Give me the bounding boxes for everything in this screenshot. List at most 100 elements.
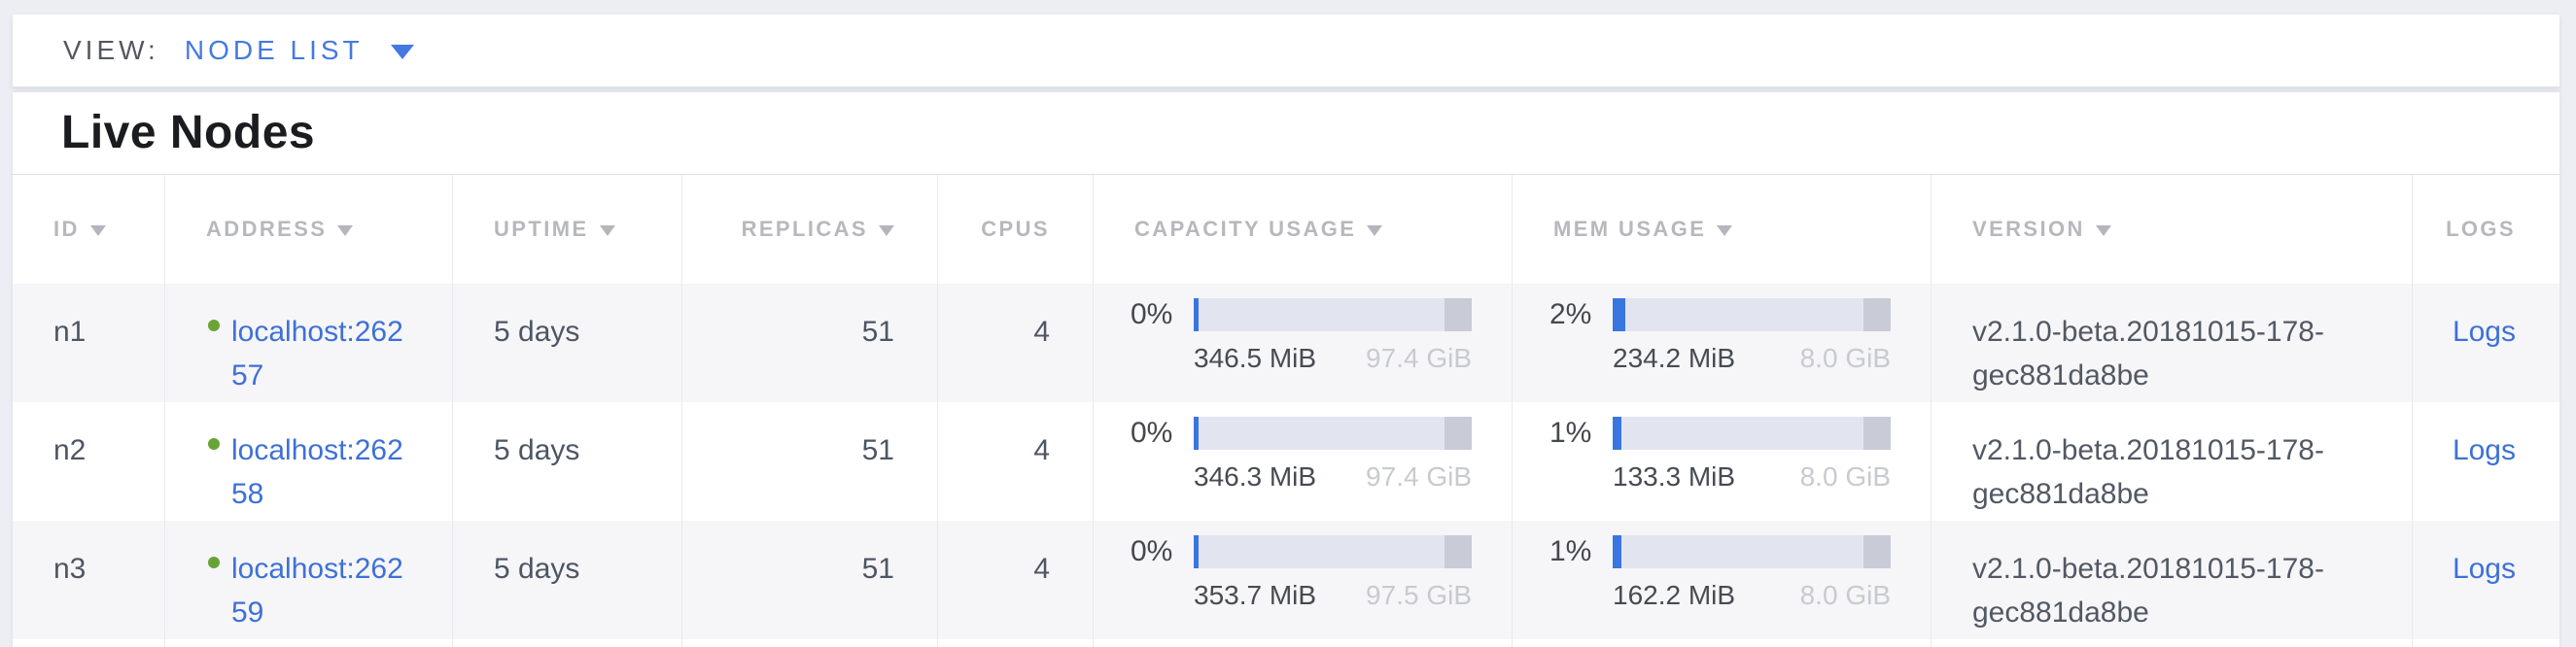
node-live-status-icon (208, 557, 220, 568)
capacity-used-value: 346.3 MiB (1194, 461, 1317, 492)
capacity-total-value: 97.4 GiB (1366, 461, 1472, 492)
sort-arrow-icon (599, 224, 615, 236)
node-uptime-cell: 5 days (452, 402, 681, 521)
mem-bar-reserved (1863, 298, 1891, 331)
table-row (13, 639, 2559, 647)
node-uptime-cell: 5 days (452, 284, 681, 402)
mem-bar-reserved (1863, 417, 1891, 450)
column-header-cpus: CPUS (937, 175, 1093, 284)
version-text: v2.1.0-beta.20181015-178-gec881da8be (1972, 434, 2324, 510)
column-header-id[interactable]: ID (13, 175, 164, 284)
capacity-bar-fill (1194, 298, 1199, 331)
node-replicas-cell: 51 (681, 284, 937, 402)
sort-arrow-icon (879, 224, 894, 236)
mem-percent: 2% (1549, 298, 1592, 330)
mem-total-value: 8.0 GiB (1799, 343, 1891, 373)
mem-percent: 1% (1549, 535, 1592, 567)
sort-arrow-icon (89, 224, 106, 236)
mem-bar-fill (1613, 417, 1621, 450)
capacity-used-value: 346.5 MiB (1194, 343, 1317, 373)
version-text: v2.1.0-beta.20181015-178-gec881da8be (1972, 316, 2324, 392)
node-version-cell: v2.1.0-beta.20181015-178-gec881da8be (1931, 402, 2412, 521)
capacity-percent: 0% (1131, 298, 1173, 330)
node-replicas-cell: 51 (681, 521, 937, 639)
capacity-bar-fill (1194, 417, 1199, 450)
mem-total-value: 8.0 GiB (1799, 580, 1891, 610)
sort-arrow-icon (2095, 224, 2111, 236)
node-logs-cell: Logs (2412, 284, 2559, 402)
mem-usage-bar (1613, 535, 1891, 568)
mem-used-value: 234.2 MiB (1613, 343, 1736, 373)
node-logs-cell: Logs (2412, 521, 2559, 639)
capacity-usage-bar (1194, 417, 1472, 450)
mem-usage-cell: 2% 234.2 MiB 8.0 GiB (1512, 284, 1931, 402)
mem-bar-fill (1613, 535, 1621, 568)
mem-used-value: 162.2 MiB (1613, 580, 1736, 610)
column-header-capacity-usage[interactable]: CAPACITY USAGE (1093, 175, 1512, 284)
capacity-bar-fill (1194, 535, 1199, 568)
column-header-logs: LOGS (2412, 175, 2559, 284)
logs-link[interactable]: Logs (2452, 434, 2516, 466)
view-selected-value: NODE LIST (184, 35, 364, 65)
nodes-table: ID ADDRESS UPTIME REPLICAS CPUS (13, 174, 2559, 647)
node-version-cell: v2.1.0-beta.20181015-178-gec881da8be (1931, 521, 2412, 639)
table-row: n3 localhost:26259 5 days 51 4 0% (13, 521, 2559, 639)
capacity-used-value: 353.7 MiB (1194, 580, 1317, 610)
node-address-cell: localhost:26259 (164, 521, 452, 639)
table-header-row: ID ADDRESS UPTIME REPLICAS CPUS (13, 175, 2559, 284)
capacity-bar-reserved (1445, 535, 1472, 568)
column-header-uptime[interactable]: UPTIME (452, 175, 681, 284)
logs-link[interactable]: Logs (2452, 553, 2516, 585)
dropdown-arrow-icon (390, 45, 414, 59)
mem-usage-cell: 1% 133.3 MiB 8.0 GiB (1512, 402, 1931, 521)
node-live-status-icon (208, 438, 220, 450)
live-nodes-card: Live Nodes ID ADDRESS UPTIME REPLICAS (13, 92, 2559, 647)
node-address-link[interactable]: localhost:26258 (231, 434, 403, 510)
capacity-percent: 0% (1131, 535, 1173, 567)
capacity-bar-reserved (1445, 298, 1472, 331)
capacity-total-value: 97.4 GiB (1366, 343, 1472, 373)
table-row: n2 localhost:26258 5 days 51 4 0% (13, 402, 2559, 521)
capacity-total-value: 97.5 GiB (1366, 580, 1472, 610)
sort-arrow-icon (337, 224, 354, 236)
node-address-link[interactable]: localhost:26259 (231, 553, 403, 629)
capacity-usage-cell: 0% 346.5 MiB 97.4 GiB (1093, 284, 1512, 402)
node-address-cell: localhost:26258 (164, 402, 452, 521)
mem-usage-bar (1613, 298, 1891, 331)
node-replicas-cell: 51 (681, 402, 937, 521)
view-bar: VIEW: NODE LIST (13, 15, 2559, 87)
column-header-replicas[interactable]: REPLICAS (681, 175, 937, 284)
node-uptime-cell: 5 days (452, 521, 681, 639)
node-cpus-cell: 4 (937, 402, 1093, 521)
node-id-cell: n2 (53, 434, 87, 466)
node-address-cell: localhost:26257 (164, 284, 452, 402)
view-selector-dropdown[interactable]: NODE LIST (185, 35, 414, 66)
column-header-mem-usage[interactable]: MEM USAGE (1512, 175, 1931, 284)
mem-percent: 1% (1549, 417, 1592, 449)
logs-link[interactable]: Logs (2452, 316, 2516, 348)
sort-arrow-icon (1717, 224, 1733, 236)
column-header-address[interactable]: ADDRESS (164, 175, 452, 284)
capacity-percent: 0% (1131, 417, 1173, 449)
capacity-usage-cell: 0% 353.7 MiB 97.5 GiB (1093, 521, 1512, 639)
mem-total-value: 8.0 GiB (1799, 461, 1891, 492)
mem-bar-reserved (1863, 535, 1891, 568)
column-header-version[interactable]: VERSION (1931, 175, 2412, 284)
page-title: Live Nodes (61, 107, 316, 158)
node-version-cell: v2.1.0-beta.20181015-178-gec881da8be (1931, 284, 2412, 402)
version-text: v2.1.0-beta.20181015-178-gec881da8be (1972, 553, 2324, 629)
mem-used-value: 133.3 MiB (1613, 461, 1736, 492)
node-address-link[interactable]: localhost:26257 (231, 316, 403, 392)
capacity-bar-reserved (1445, 417, 1472, 450)
table-row: n1 localhost:26257 5 days 51 4 0% (13, 284, 2559, 402)
node-logs-cell: Logs (2412, 402, 2559, 521)
node-live-status-icon (208, 320, 220, 331)
capacity-usage-bar (1194, 535, 1472, 568)
mem-usage-bar (1613, 417, 1891, 450)
node-cpus-cell: 4 (937, 521, 1093, 639)
node-cpus-cell: 4 (937, 284, 1093, 402)
view-label: VIEW: (63, 35, 159, 65)
node-id-cell: n1 (53, 316, 87, 348)
node-id-cell: n3 (53, 553, 87, 585)
